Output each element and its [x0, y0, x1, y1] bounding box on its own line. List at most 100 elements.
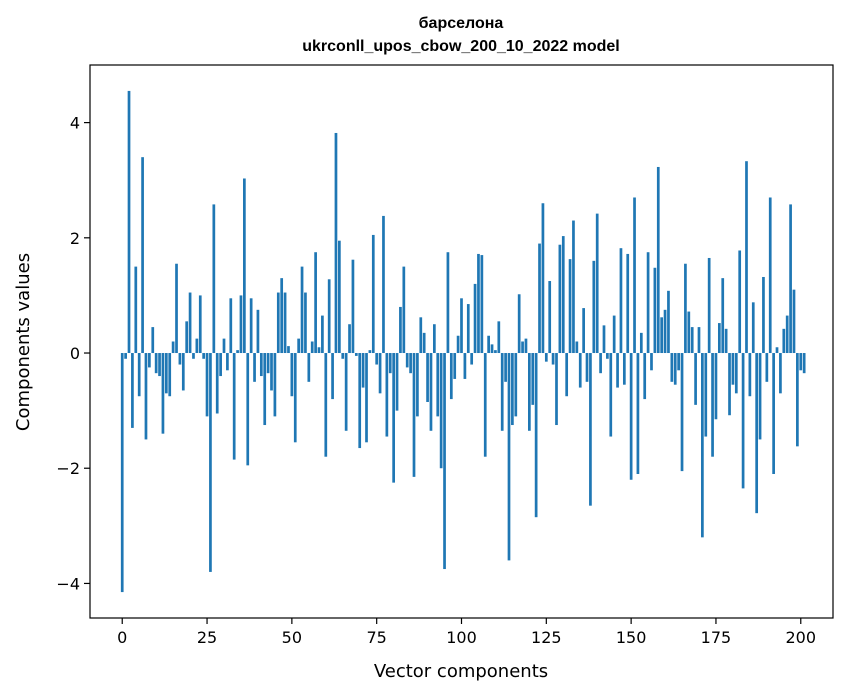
bar-0	[120, 353, 124, 593]
y-axis-label: Components values	[13, 253, 34, 431]
bar-55	[307, 353, 311, 382]
bar-94	[439, 353, 443, 469]
bar-34	[236, 350, 239, 354]
bar-143	[606, 353, 609, 359]
x-tick-label: 175	[701, 628, 732, 647]
bar-201	[802, 353, 806, 374]
bar-109	[490, 344, 494, 354]
bar-136	[582, 308, 585, 354]
bar-6	[141, 157, 144, 354]
x-tick-label: 0	[117, 628, 127, 647]
bar-33	[232, 353, 236, 460]
y-tick-label: −4	[56, 574, 80, 593]
bar-31	[226, 353, 229, 371]
bar-67	[348, 324, 351, 354]
bar-36	[243, 178, 246, 354]
y-axis-ticks: −4 −2 0 2 4	[56, 114, 90, 593]
bar-148	[622, 353, 626, 385]
bar-48	[283, 292, 287, 354]
bar-162	[670, 353, 674, 382]
bar-80	[392, 353, 395, 483]
x-axis-label: Vector components	[374, 661, 548, 682]
y-tick-label: −2	[56, 459, 80, 478]
bar-13	[164, 353, 168, 394]
bar-123	[538, 243, 541, 354]
bar-131	[565, 353, 569, 397]
bar-111	[497, 321, 501, 354]
bar-177	[721, 278, 725, 354]
bar-149	[626, 253, 630, 354]
bar-128	[555, 353, 558, 426]
bar-68	[351, 259, 355, 354]
bar-15	[171, 341, 175, 354]
bar-74	[371, 234, 375, 354]
bar-7	[144, 353, 148, 440]
bar-103	[470, 353, 474, 365]
bar-196	[785, 315, 789, 354]
bar-72	[365, 353, 368, 443]
bar-194	[779, 353, 782, 394]
bar-42	[263, 353, 267, 426]
bar-73	[368, 350, 372, 354]
bar-61	[327, 279, 331, 354]
bar-41	[259, 353, 263, 377]
bar-163	[673, 353, 677, 385]
bar-57	[314, 252, 317, 354]
bar-26	[209, 353, 212, 572]
x-tick-label: 50	[282, 628, 302, 647]
bar-134	[575, 341, 579, 354]
bar-129	[558, 244, 562, 354]
bar-171	[701, 353, 704, 538]
bar-120	[528, 353, 531, 431]
bar-40	[256, 309, 260, 354]
bar-28	[215, 353, 219, 414]
bar-47	[280, 278, 284, 354]
bar-104	[473, 283, 477, 354]
x-tick-label: 200	[785, 628, 816, 647]
bar-158	[656, 166, 660, 354]
bar-85	[409, 353, 412, 374]
bar-130	[561, 236, 565, 354]
bar-142	[602, 325, 606, 354]
bar-96	[446, 252, 450, 354]
x-tick-label: 125	[531, 628, 562, 647]
bar-166	[684, 263, 687, 354]
bar-87	[416, 353, 419, 417]
bar-124	[541, 203, 545, 354]
bar-188	[758, 353, 762, 440]
bar-115	[511, 353, 514, 426]
bar-23	[198, 295, 202, 354]
bar-43	[266, 353, 270, 374]
bar-133	[572, 220, 575, 354]
bar-178	[724, 328, 728, 354]
bars-group	[120, 90, 806, 593]
bar-135	[578, 353, 582, 388]
bar-51	[293, 353, 297, 443]
bar-27	[212, 204, 216, 354]
bar-182	[738, 250, 742, 354]
bar-151	[633, 197, 636, 354]
bar-12	[161, 353, 165, 434]
bar-147	[619, 248, 623, 354]
bar-56	[310, 341, 314, 354]
bar-170	[697, 327, 701, 354]
bar-58	[317, 347, 321, 354]
bar-153	[639, 332, 643, 354]
y-tick-label: 0	[70, 344, 80, 363]
bar-165	[680, 353, 684, 472]
bar-174	[711, 353, 714, 457]
bar-75	[375, 353, 379, 365]
bar-198	[792, 289, 796, 354]
bar-16	[175, 263, 178, 354]
bar-66	[344, 353, 348, 431]
bar-70	[358, 353, 362, 449]
bar-101	[463, 353, 467, 379]
bar-160	[663, 309, 667, 354]
bar-99	[456, 335, 460, 354]
bar-113	[504, 353, 507, 382]
bar-3	[131, 353, 134, 428]
bar-176	[717, 323, 721, 354]
bar-54	[304, 292, 307, 354]
bar-39	[253, 353, 256, 382]
bar-108	[487, 335, 490, 354]
